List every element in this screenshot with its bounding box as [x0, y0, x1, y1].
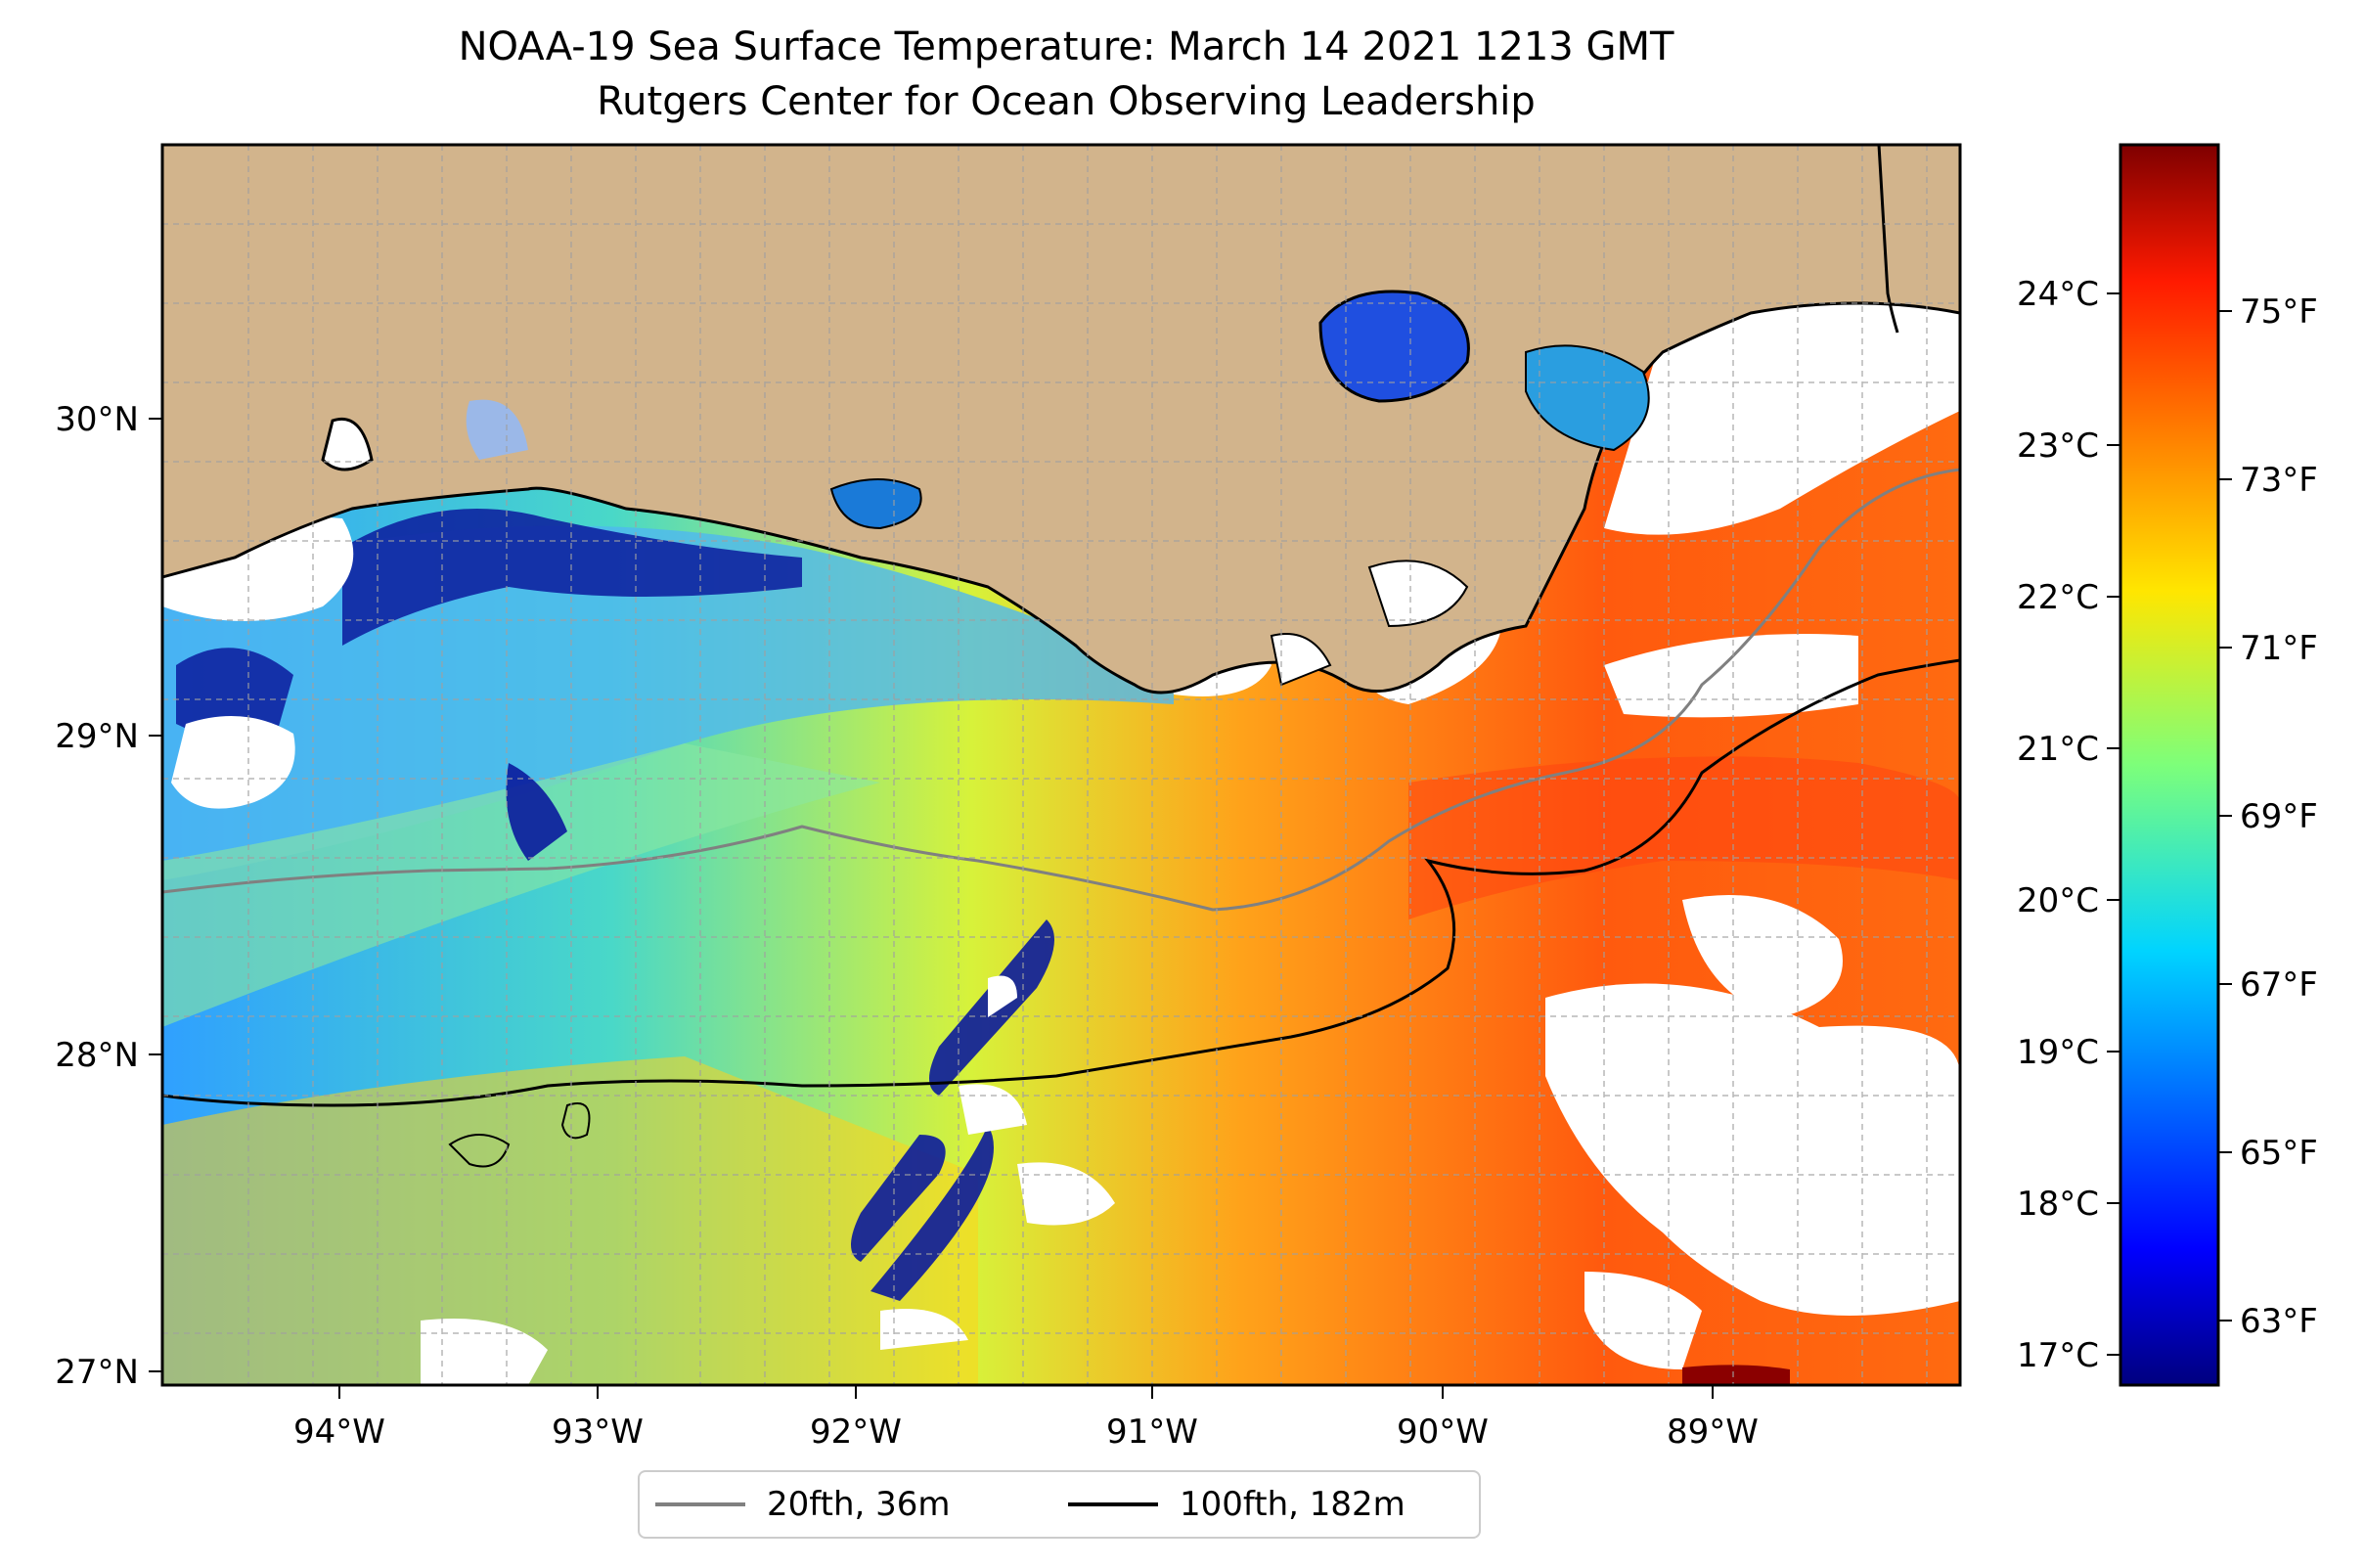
y-tick-label: 27°N	[55, 1353, 139, 1392]
cloud-mask	[1604, 634, 1858, 718]
cold-patch	[342, 509, 802, 646]
axis-ticks	[149, 418, 1714, 1399]
colorbar-celsius-label: 21°C	[2017, 730, 2099, 769]
cloud-mask	[880, 1309, 968, 1350]
cloud-mask	[988, 975, 1017, 1017]
sabine-lake	[321, 418, 374, 471]
y-tick-label: 29°N	[55, 717, 139, 756]
title-line-1: NOAA-19 Sea Surface Temperature: March 1…	[458, 24, 1674, 69]
legend: 20fth, 36m 100fth, 182m	[638, 1470, 1481, 1539]
title-line-2: Rutgers Center for Ocean Observing Leade…	[597, 79, 1536, 124]
x-tick-label: 91°W	[1106, 1412, 1198, 1452]
legend-entry-20fth: 20fth, 36m	[655, 1472, 951, 1537]
cold-filament	[870, 1125, 994, 1301]
colorbar-fahrenheit-label: 67°F	[2240, 965, 2318, 1005]
cloud-mask	[1545, 983, 1960, 1316]
cloud-mask	[1682, 895, 1843, 1017]
colorbar-celsius-label: 20°C	[2017, 881, 2099, 920]
cloud-over-delta	[1367, 560, 1469, 628]
legend-label: 20fth, 36m	[767, 1485, 951, 1524]
x-tick-label: 89°W	[1667, 1412, 1759, 1452]
colorbar-fahrenheit-label: 69°F	[2240, 797, 2318, 836]
x-tick-label: 90°W	[1397, 1412, 1489, 1452]
colorbar-ticks	[2107, 292, 2232, 1356]
y-tick-label: 30°N	[55, 400, 139, 439]
state-border	[1877, 145, 1899, 334]
colorbar-fahrenheit-label: 73°F	[2240, 461, 2318, 500]
x-tick-label: 92°W	[810, 1412, 902, 1452]
cloud-mask	[421, 1319, 548, 1385]
isobath-100fth	[162, 658, 1960, 1107]
y-tick-label: 28°N	[55, 1036, 139, 1075]
colorbar-celsius-label: 19°C	[2017, 1033, 2099, 1072]
map-area	[162, 145, 1960, 1385]
cloud-mask	[1584, 1272, 1702, 1369]
cloud-mask	[1017, 1162, 1115, 1226]
colorbar-celsius-label: 23°C	[2017, 426, 2099, 466]
x-tick-label: 94°W	[293, 1412, 385, 1452]
legend-entry-100fth: 100fth, 182m	[1068, 1472, 1406, 1537]
isobath-100fth-islands	[448, 1102, 591, 1168]
isobath-20fth	[162, 468, 1960, 912]
colorbar-celsius-label: 24°C	[2017, 275, 2099, 314]
x-tick-label: 93°W	[552, 1412, 644, 1452]
inland-water	[1525, 344, 1650, 452]
legend-swatch-gray	[655, 1502, 745, 1506]
inland-water	[829, 478, 922, 530]
cloud-mask	[171, 716, 295, 809]
colorbar-celsius-label: 22°C	[2017, 578, 2099, 617]
colorbar	[2119, 143, 2220, 1387]
cloud-mask	[959, 1084, 1027, 1135]
colorbar-celsius-label: 17°C	[2017, 1336, 2099, 1375]
cold-patch	[506, 763, 567, 861]
legend-swatch-black	[1068, 1502, 1158, 1506]
inland-water	[466, 399, 528, 460]
colorbar-fahrenheit-label: 75°F	[2240, 292, 2318, 332]
cloud-mask	[1604, 291, 1960, 535]
legend-label: 100fth, 182m	[1180, 1485, 1406, 1524]
hot-spot	[1682, 1365, 1790, 1385]
colorbar-fahrenheit-label: 63°F	[2240, 1302, 2318, 1341]
warm-current	[1408, 756, 1960, 919]
cold-filament	[851, 1135, 946, 1262]
colorbar-celsius-label: 18°C	[2017, 1185, 2099, 1224]
colorbar-fahrenheit-label: 65°F	[2240, 1134, 2318, 1173]
map-frame	[160, 143, 1962, 1387]
lake-pontchartrain	[1318, 290, 1470, 403]
cool-water-band	[162, 525, 1174, 880]
warm-water-band	[162, 1056, 978, 1385]
colorbar-fahrenheit-label: 71°F	[2240, 629, 2318, 668]
gridlines	[162, 145, 1960, 1385]
